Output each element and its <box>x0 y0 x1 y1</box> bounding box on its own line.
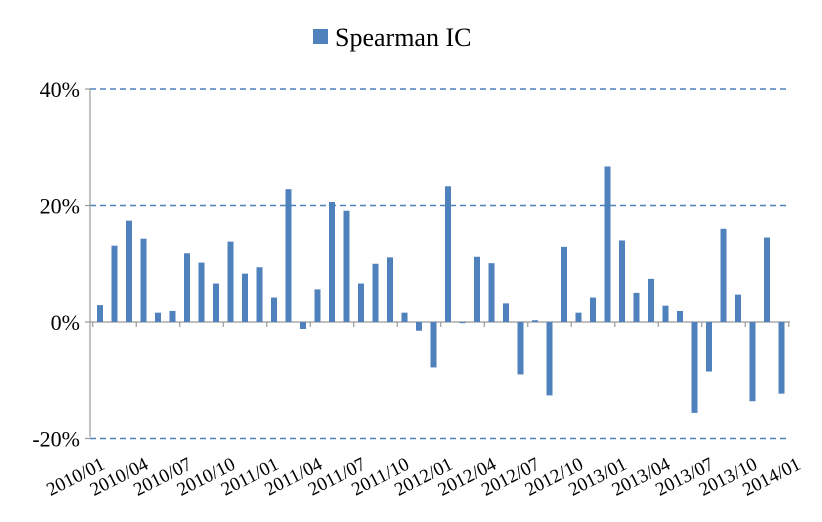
bar-2012-02 <box>459 322 466 324</box>
bar-2011-07 <box>358 283 364 322</box>
bar-2011-06 <box>343 210 350 322</box>
bar-2010-12 <box>256 267 263 322</box>
bar-2012-04 <box>488 263 495 322</box>
bar-2013-12 <box>778 322 785 394</box>
bar-2010-01 <box>97 305 103 322</box>
y-tick-label: 20% <box>40 194 80 219</box>
y-tick-labels: 40% 20% 0% -20% <box>32 77 80 452</box>
bar-2013-06 <box>691 322 698 413</box>
bar-2010-06 <box>169 310 176 322</box>
bar-2013-05 <box>677 310 683 322</box>
bar-2010-03 <box>126 220 132 322</box>
bar-2012-03 <box>474 256 480 322</box>
bar-2010-02 <box>111 245 118 322</box>
bar-2013-09 <box>735 294 741 322</box>
y-tick-label: -20% <box>32 427 80 452</box>
bar-2013-02 <box>633 292 640 322</box>
bar-2010-05 <box>155 312 161 322</box>
legend-label: Spearman IC <box>335 23 471 52</box>
bar-2011-05 <box>329 202 335 322</box>
bar-2013-10 <box>749 322 756 402</box>
bar-2012-05 <box>503 303 509 322</box>
bar-2011-10 <box>401 312 408 322</box>
bar-2013-07 <box>706 322 712 372</box>
bar-2010-10 <box>227 241 234 322</box>
bar-2012-10 <box>575 312 582 322</box>
bar-2012-09 <box>561 246 567 322</box>
bar-2011-03 <box>300 322 306 329</box>
bar-2012-11 <box>590 297 596 322</box>
bar-2011-11 <box>416 322 422 331</box>
bar-2010-04 <box>140 238 147 322</box>
y-tick-label: 40% <box>40 77 80 102</box>
bar-2011-12 <box>430 322 437 368</box>
gridlines <box>90 88 790 440</box>
bar-2013-03 <box>648 278 654 322</box>
bar-2012-01 <box>445 186 451 322</box>
bar-2010-09 <box>213 283 219 322</box>
bar-2012-06 <box>517 322 524 375</box>
bar-2012-07 <box>532 320 538 322</box>
y-tick-label: 0% <box>51 310 80 335</box>
bar-2011-04 <box>314 289 321 322</box>
bar-2013-04 <box>662 305 669 322</box>
legend: Spearman IC <box>313 23 471 52</box>
x-tick-labels: 2010/012010/042010/072010/102011/012011/… <box>43 454 804 501</box>
legend-swatch <box>313 29 328 44</box>
bar-2011-02 <box>285 189 292 322</box>
bar-2011-08 <box>372 263 379 322</box>
bar-2010-07 <box>184 253 190 322</box>
bar-2010-11 <box>242 273 248 322</box>
bar-2010-08 <box>198 262 205 322</box>
bars <box>97 166 785 413</box>
bar-2013-01 <box>619 240 625 322</box>
bar-2013-11 <box>764 237 770 322</box>
bar-2013-08 <box>720 228 727 322</box>
bar-2012-08 <box>546 322 553 396</box>
bar-2012-12 <box>604 166 611 322</box>
bar-2011-01 <box>271 297 277 322</box>
axes <box>85 88 790 440</box>
bar-2011-09 <box>387 257 393 322</box>
